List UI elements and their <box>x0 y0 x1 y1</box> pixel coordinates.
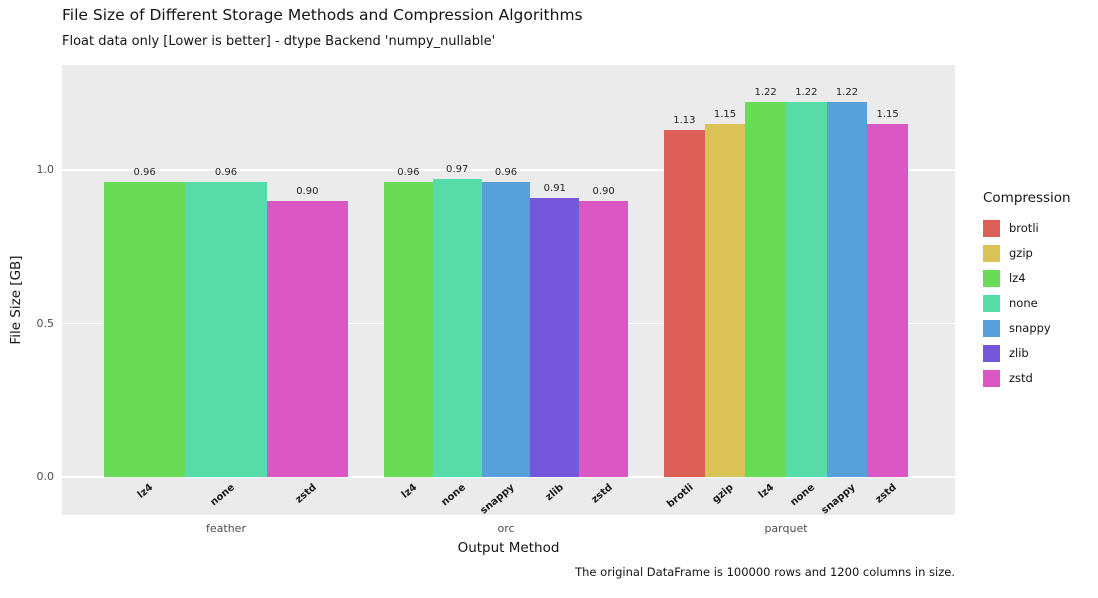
bar-value-label: 1.22 <box>835 87 859 99</box>
legend-item-label: gzip <box>1009 246 1033 260</box>
legend-item-label: none <box>1009 296 1038 310</box>
bar-parquet-zstd <box>867 123 908 477</box>
bar-value-label: 0.96 <box>133 167 156 179</box>
bar-tick-label: snappy <box>819 482 859 517</box>
bar-tick-label: snappy <box>478 482 518 517</box>
bar-parquet-none <box>786 102 827 477</box>
legend-swatch-none <box>983 294 1000 312</box>
legend-item-label: brotli <box>1009 221 1039 235</box>
legend-item-label: zstd <box>1009 371 1033 385</box>
bar-value-label: 0.96 <box>494 167 518 179</box>
bar-tick-label: lz4 <box>757 482 777 501</box>
y-tick-label: 0.0 <box>36 470 55 483</box>
bar-tick-label: zlib <box>543 482 566 504</box>
plot-panel: 0.96 lz4 0.96 none 0.90 zstd 0.96 lz4 0.97 none 0.… <box>62 65 955 517</box>
legend-swatch-brotli <box>983 219 1000 237</box>
footer-note: The original DataFrame is 100000 rows an… <box>575 565 955 579</box>
x-tick-label-orc: orc <box>497 522 515 535</box>
bar-tick-label: zstd <box>873 482 899 506</box>
bar-orc-snappy <box>481 182 531 477</box>
bar-tick-label: gzip <box>710 482 737 506</box>
bar-tick-label: none <box>439 482 469 509</box>
bar-feather-zstd <box>266 200 348 477</box>
bar-value-label: 1.15 <box>876 108 899 120</box>
legend-swatch-zstd <box>983 369 1000 387</box>
bar-orc-none <box>432 179 482 477</box>
bar-tick-label: zstd <box>293 482 319 506</box>
legend-items: brotli gzip lz4 none snappy zlib zstd <box>983 219 1095 387</box>
legend: Compression brotli gzip lz4 none snappy zlib z… <box>983 190 1095 394</box>
y-tick-label: 0.5 <box>36 316 55 330</box>
x-tick-label-feather: feather <box>206 522 246 535</box>
bar-parquet-lz4 <box>745 102 786 477</box>
bar-tick-label: brotli <box>664 482 696 511</box>
bar-value-label: 0.96 <box>397 167 420 179</box>
chart-title: File Size of Different Storage Methods a… <box>62 6 583 24</box>
gridline-y-1.0 <box>62 169 955 171</box>
legend-item-none: none <box>983 294 1095 312</box>
legend-item-label: lz4 <box>1009 271 1026 285</box>
y-tick-label: 1.0 <box>36 163 55 176</box>
legend-item-snappy: snappy <box>983 319 1095 337</box>
legend-title: Compression <box>983 190 1071 206</box>
legend-item-zlib: zlib <box>983 344 1095 362</box>
bar-tick-label: zstd <box>589 482 615 506</box>
bar-orc-lz4 <box>384 182 433 477</box>
bar-orc-zstd <box>579 200 628 477</box>
bar-tick-label: none <box>788 482 818 509</box>
chart-subtitle: Float data only [Lower is better] - dtyp… <box>62 34 496 49</box>
legend-item-gzip: gzip <box>983 244 1095 262</box>
bar-tick-label: lz4 <box>399 482 420 501</box>
bar-parquet-gzip <box>704 123 746 477</box>
bar-value-label: 1.22 <box>795 87 818 99</box>
bar-value-label: 1.22 <box>754 87 777 99</box>
y-axis-label: File Size [GB] <box>8 255 24 345</box>
legend-item-label: zlib <box>1009 346 1029 360</box>
x-tick-label-parquet: parquet <box>764 522 808 535</box>
legend-item-label: snappy <box>1009 321 1051 335</box>
bar-value-label: 0.90 <box>592 185 615 197</box>
legend-swatch-snappy <box>983 319 1000 337</box>
bar-parquet-snappy <box>826 102 868 477</box>
bar-value-label: 0.91 <box>543 182 566 194</box>
gridline-y-0.0 <box>62 476 955 478</box>
bar-feather-lz4 <box>104 182 186 477</box>
legend-item-brotli: brotli <box>983 219 1095 237</box>
bar-feather-none <box>185 182 267 477</box>
bar-value-label: 0.97 <box>446 164 469 176</box>
bar-value-label: 1.15 <box>713 108 737 120</box>
bar-orc-zlib <box>530 197 580 477</box>
bar-value-label: 0.96 <box>214 167 238 179</box>
x-axis-label: Output Method <box>457 540 560 556</box>
bar-value-label: 0.90 <box>296 185 319 197</box>
legend-item-zstd: zstd <box>983 369 1095 387</box>
bar-parquet-brotli <box>664 130 705 477</box>
legend-swatch-gzip <box>983 244 1000 262</box>
bar-tick-label: none <box>208 482 238 509</box>
bar-tick-label: lz4 <box>136 482 156 501</box>
legend-item-lz4: lz4 <box>983 269 1095 287</box>
bar-value-label: 1.13 <box>673 115 696 127</box>
legend-swatch-lz4 <box>983 269 1000 287</box>
legend-swatch-zlib <box>983 344 1000 362</box>
